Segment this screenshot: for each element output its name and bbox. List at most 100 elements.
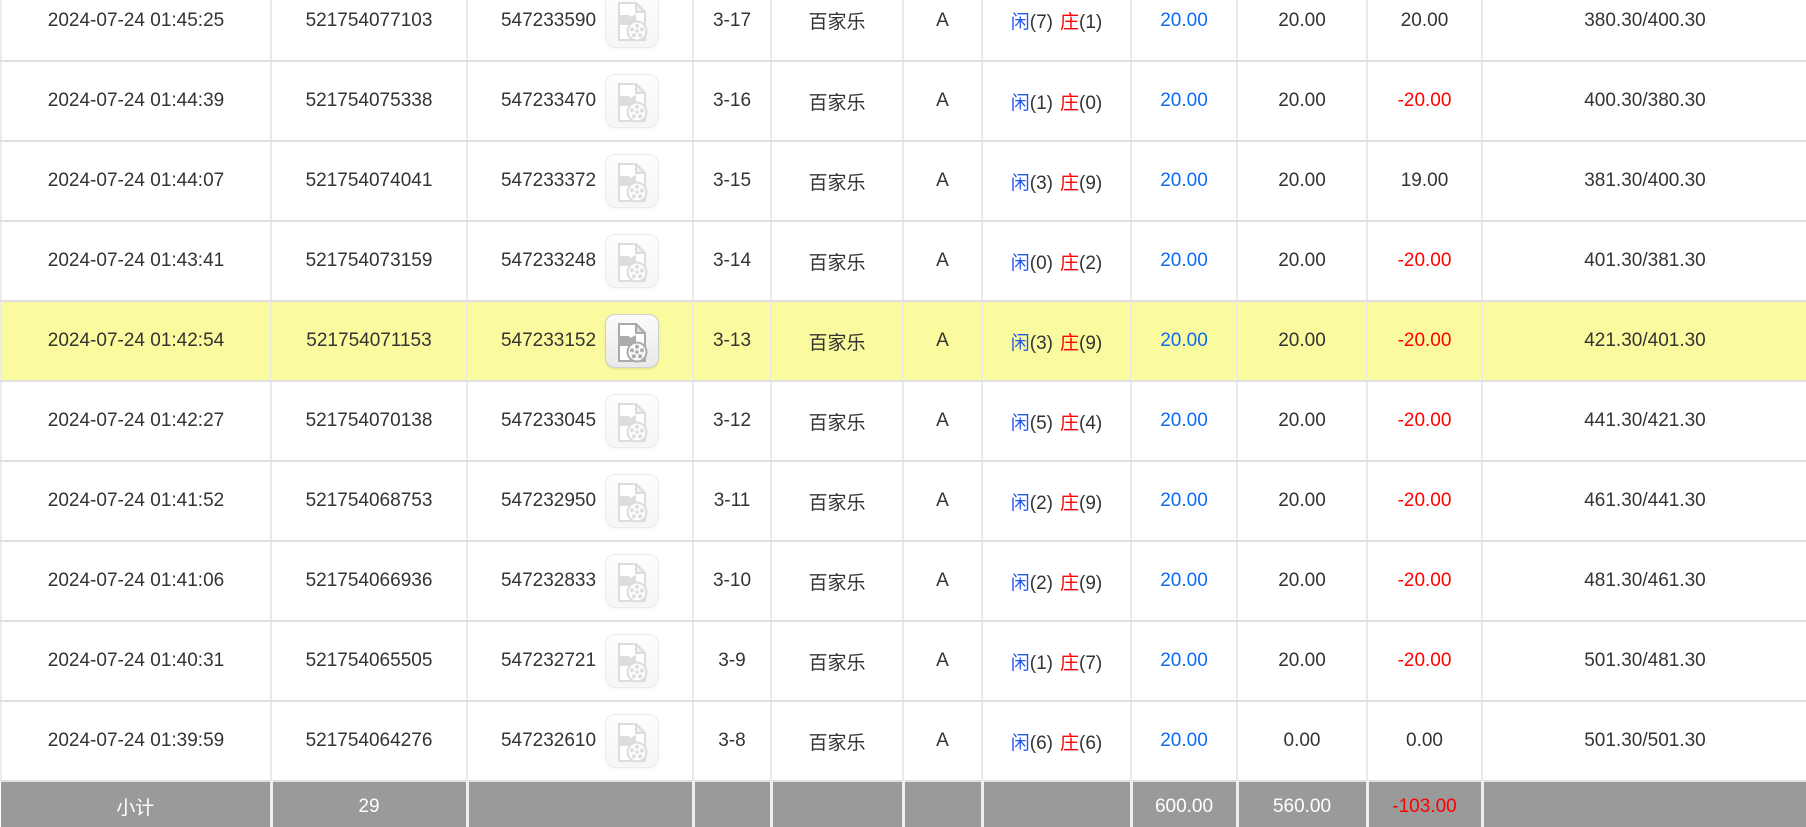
bet-amount-link[interactable]: 20.00: [1131, 381, 1238, 462]
game-number-cell: 547232610: [467, 701, 694, 782]
valid-bet-amount: 20.00: [1237, 61, 1368, 142]
video-replay-button[interactable]: [605, 0, 660, 48]
player-label: 闲: [1010, 652, 1030, 674]
valid-bet-amount: 0.00: [1237, 701, 1368, 782]
subtotal-empty-cell: [693, 781, 773, 827]
subtotal-empty-cell: [1482, 781, 1806, 827]
video-replay-icon: [618, 722, 648, 762]
bet-time: 2024-07-24 01:44:07: [0, 141, 272, 222]
table-code: A: [903, 141, 983, 222]
order-number: 521754065505: [271, 621, 468, 702]
table-code: A: [903, 61, 983, 142]
video-replay-icon: [618, 402, 648, 442]
game-number-cell: 547233590: [467, 0, 694, 62]
bet-time: 2024-07-24 01:42:27: [0, 381, 272, 462]
bet-amount-link[interactable]: 20.00: [1131, 0, 1238, 62]
video-replay-button[interactable]: [605, 314, 660, 368]
game-number-cell: 547232950: [467, 461, 694, 542]
banker-points: (9): [1079, 332, 1103, 354]
player-points: (5): [1029, 412, 1053, 434]
subtotal-empty-cell: [771, 781, 905, 827]
game-number: 547233590: [500, 9, 597, 31]
order-number: 521754073159: [271, 221, 468, 302]
game-type: 百家乐: [771, 221, 904, 302]
order-number: 521754066936: [271, 541, 468, 622]
order-number: 521754068753: [271, 461, 468, 542]
player-points: (1): [1029, 92, 1053, 114]
player-label: 闲: [1010, 252, 1030, 274]
table-code: A: [903, 221, 983, 302]
banker-points: (9): [1079, 172, 1103, 194]
table-row: 2024-07-24 01:40:31 521754065505 5472327…: [0, 621, 1806, 702]
subtotal-empty-cell: [467, 781, 695, 827]
game-result: 闲(3) 庄(9): [982, 141, 1132, 222]
round-number: 3-14: [693, 221, 772, 302]
table-row: 2024-07-24 01:41:52 521754068753 5472329…: [0, 461, 1806, 542]
banker-label: 庄: [1060, 732, 1080, 754]
video-replay-icon: [618, 322, 648, 362]
table-row: 2024-07-24 01:41:06 521754066936 5472328…: [0, 541, 1806, 622]
round-number: 3-16: [693, 61, 772, 142]
table-row: 2024-07-24 01:44:39 521754075338 5472334…: [0, 61, 1806, 142]
table-row: 2024-07-24 01:44:07 521754074041 5472333…: [0, 141, 1806, 222]
bet-amount-link[interactable]: 20.00: [1131, 141, 1238, 222]
banker-label: 庄: [1060, 252, 1080, 274]
player-label: 闲: [1010, 12, 1030, 33]
banker-points: (9): [1079, 572, 1103, 594]
video-replay-button[interactable]: [605, 554, 660, 608]
table-code: A: [903, 621, 983, 702]
subtotal-bet-total: 600.00: [1131, 781, 1239, 827]
bet-amount-link[interactable]: 20.00: [1131, 621, 1238, 702]
bet-amount-link[interactable]: 20.00: [1131, 701, 1238, 782]
game-number-cell: 547232721: [467, 621, 694, 702]
video-replay-button[interactable]: [605, 154, 660, 208]
player-points: (2): [1029, 572, 1053, 594]
game-type: 百家乐: [771, 621, 904, 702]
video-replay-button[interactable]: [605, 234, 660, 288]
game-number: 547232950: [500, 490, 597, 511]
subtotal-valid-total: 560.00: [1237, 781, 1369, 827]
banker-label: 庄: [1060, 652, 1080, 674]
game-number: 547233045: [500, 410, 597, 431]
game-result: 闲(7) 庄(1): [982, 0, 1132, 62]
table-code: A: [903, 381, 983, 462]
game-type: 百家乐: [771, 461, 904, 542]
player-label: 闲: [1010, 412, 1030, 434]
bet-amount-link[interactable]: 20.00: [1131, 461, 1238, 542]
round-number: 3-11: [693, 461, 772, 542]
video-replay-button[interactable]: [605, 714, 660, 768]
game-number: 547232833: [500, 570, 597, 591]
video-replay-button[interactable]: [605, 394, 660, 448]
round-number: 3-9: [693, 621, 772, 702]
valid-bet-amount: 20.00: [1237, 541, 1368, 622]
bet-time: 2024-07-24 01:43:41: [0, 221, 272, 302]
game-number-cell: 547232833: [467, 541, 694, 622]
video-replay-button[interactable]: [605, 634, 660, 688]
banker-points: (0): [1079, 92, 1103, 114]
video-replay-button[interactable]: [605, 74, 660, 128]
banker-label: 庄: [1060, 492, 1080, 514]
bet-amount-link[interactable]: 20.00: [1131, 541, 1238, 622]
bet-amount-link[interactable]: 20.00: [1131, 301, 1238, 382]
game-type: 百家乐: [771, 0, 904, 62]
game-result: 闲(2) 庄(9): [982, 541, 1132, 622]
bet-amount-link[interactable]: 20.00: [1131, 221, 1238, 302]
win-loss-amount: -20.00: [1367, 301, 1483, 382]
video-replay-icon: [618, 82, 648, 122]
game-number-cell: 547233248: [467, 221, 694, 302]
balance-before-after: 381.30/400.30: [1482, 141, 1806, 222]
table-code: A: [903, 301, 983, 382]
valid-bet-amount: 20.00: [1237, 301, 1368, 382]
subtotal-label: 小计: [1, 781, 273, 827]
bet-amount-link[interactable]: 20.00: [1131, 61, 1238, 142]
game-type: 百家乐: [771, 141, 904, 222]
video-replay-button[interactable]: [605, 474, 660, 528]
subtotal-count: 29: [271, 781, 469, 827]
subtotal-empty-cell: [982, 781, 1133, 827]
bet-time: 2024-07-24 01:42:54: [0, 301, 272, 382]
game-result: 闲(0) 庄(2): [982, 221, 1132, 302]
game-type: 百家乐: [771, 301, 904, 382]
banker-points: (1): [1079, 12, 1103, 33]
bet-time: 2024-07-24 01:44:39: [0, 61, 272, 142]
banker-points: (7): [1079, 652, 1103, 674]
